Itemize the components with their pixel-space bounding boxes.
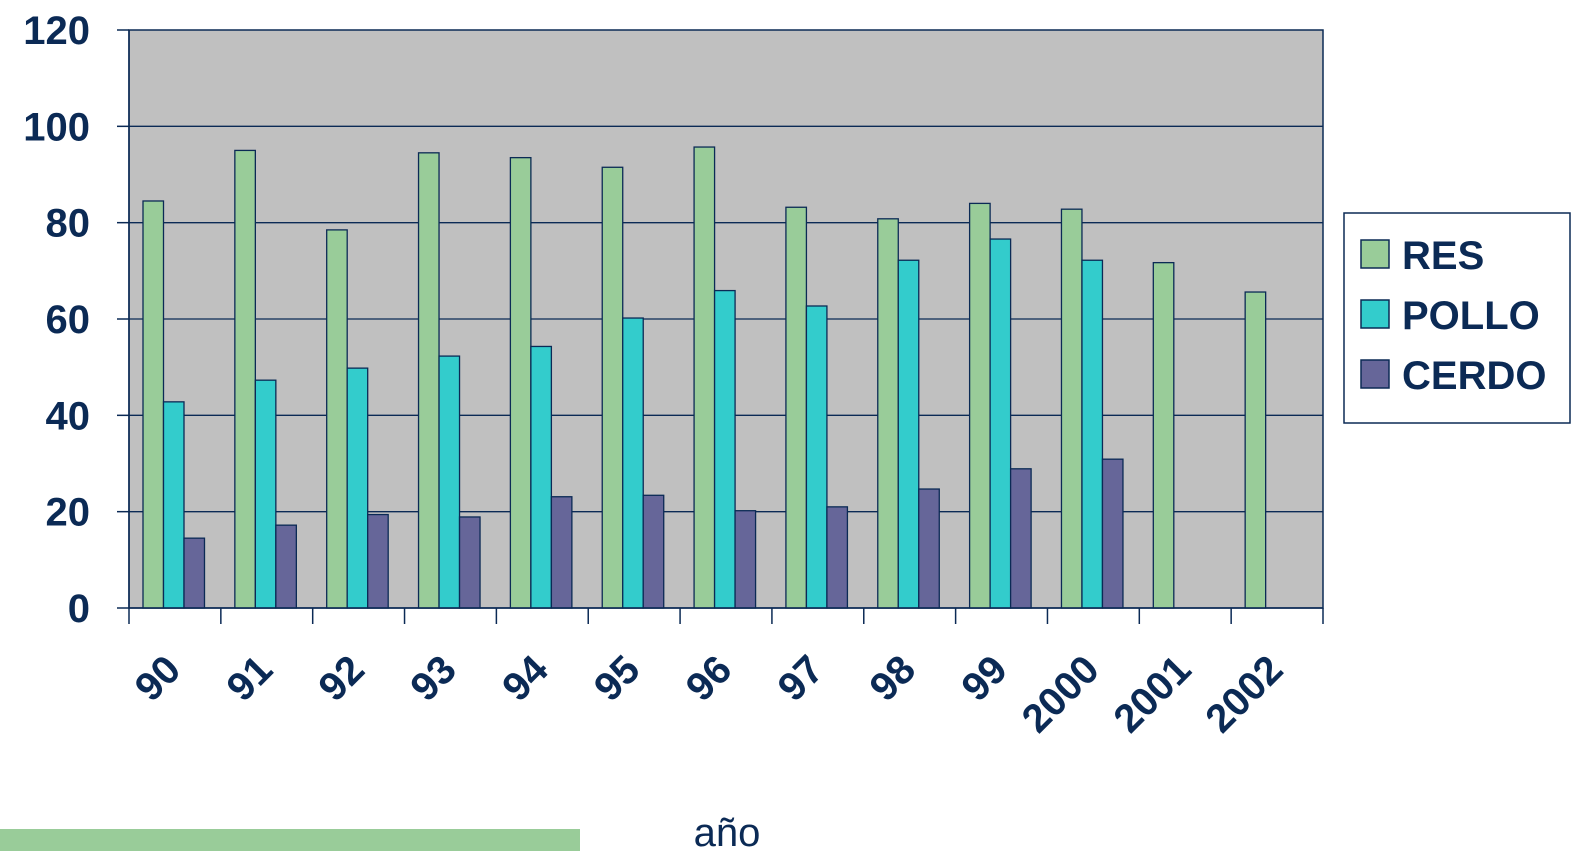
bar-res-95: [601, 166, 624, 609]
y-tick-label: 0: [68, 587, 90, 631]
y-tick-label: 100: [23, 105, 90, 149]
legend: RES POLLO CERDO: [1343, 212, 1571, 424]
bar-res-2000: [1060, 208, 1083, 609]
bar-pollo-95: [622, 317, 644, 609]
bar-cerdo-92: [367, 513, 389, 609]
x-tick-label: 96: [678, 647, 741, 710]
bar-res-90: [142, 200, 165, 609]
bar-cerdo-97: [826, 506, 849, 609]
x-tick-label: 2002: [1197, 647, 1291, 741]
bar-cerdo-91: [275, 524, 297, 609]
x-tick-label: 93: [402, 647, 465, 710]
x-tick-label: 98: [861, 647, 924, 710]
decorative-accent-bar: [0, 829, 580, 851]
legend-label-cerdo: CERDO: [1402, 354, 1546, 398]
bar-cerdo-93: [458, 516, 481, 609]
legend-swatch-cerdo: [1360, 359, 1390, 389]
y-tick-label: 40: [46, 394, 91, 438]
bar-pollo-97: [805, 305, 828, 609]
x-tick-label: 97: [770, 647, 833, 710]
bar-cerdo-98: [918, 488, 940, 609]
y-tick-label: 60: [46, 298, 91, 342]
legend-swatch-pollo: [1360, 299, 1390, 329]
y-axis: 0 20 40 60 80 100 120: [23, 9, 130, 631]
x-tick-label: 2001: [1106, 647, 1200, 741]
bar-res-92: [326, 229, 348, 609]
bar-cerdo-90: [183, 537, 206, 609]
bar-res-96: [693, 146, 716, 609]
legend-label-res: RES: [1402, 234, 1484, 278]
x-tick-label: 91: [219, 647, 282, 710]
y-tick-label: 20: [46, 491, 91, 535]
x-tick-label: 92: [310, 647, 373, 710]
x-tick-label: 95: [586, 647, 649, 710]
bar-res-99: [968, 202, 991, 609]
x-axis-title: año: [694, 811, 761, 851]
legend-swatch-res: [1360, 239, 1390, 269]
bar-res-2002: [1244, 291, 1267, 609]
bar-cerdo-94: [550, 496, 573, 609]
bar-cerdo-95: [642, 494, 665, 609]
bar-cerdo-99: [1009, 468, 1032, 609]
bar-cerdo-96: [734, 510, 757, 609]
bar-pollo-93: [438, 355, 461, 609]
y-tick-label: 120: [23, 9, 90, 53]
bar-pollo-96: [713, 289, 736, 609]
y-tick-label: 80: [46, 202, 91, 246]
bar-cerdo-2000: [1101, 458, 1124, 609]
bar-res-97: [785, 206, 808, 609]
legend-label-pollo: POLLO: [1402, 294, 1540, 338]
bar-res-2001: [1152, 261, 1175, 609]
bar-pollo-2000: [1081, 259, 1104, 609]
bar-res-94: [509, 156, 532, 609]
x-tick-label: 90: [127, 647, 190, 710]
bar-pollo-94: [530, 345, 553, 609]
x-tick-label: 2000: [1014, 647, 1108, 741]
x-tick-label: 99: [953, 647, 1016, 710]
bar-res-98: [877, 218, 899, 609]
bar-pollo-91: [254, 379, 277, 609]
bar-pollo-99: [989, 238, 1012, 609]
bar-res-91: [234, 149, 256, 609]
bar-pollo-92: [346, 367, 369, 609]
bar-res-93: [417, 152, 440, 609]
bars: [142, 146, 1267, 609]
x-tick-label: 94: [494, 647, 557, 710]
bar-pollo-90: [162, 401, 185, 609]
bar-pollo-98: [897, 259, 920, 609]
